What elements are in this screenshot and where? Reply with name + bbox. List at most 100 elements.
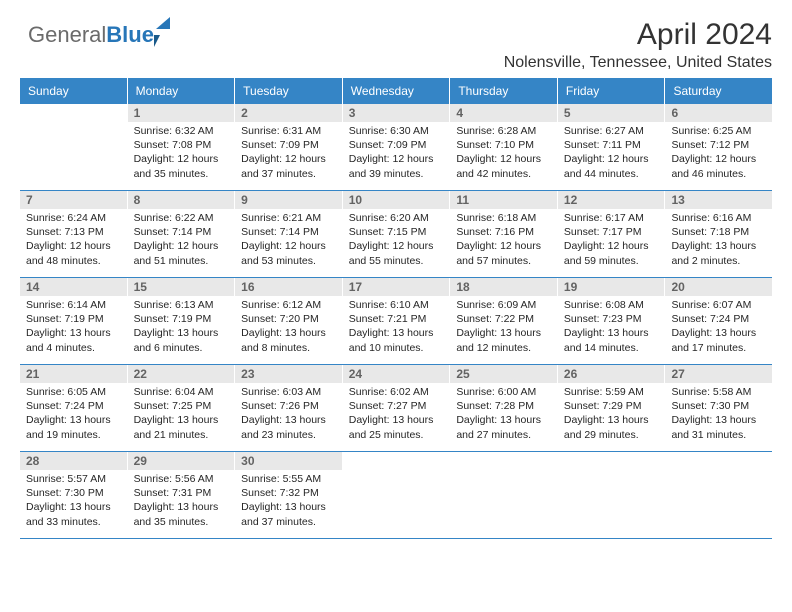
sunset-text: Sunset: 7:28 PM <box>456 399 553 413</box>
day-info: Sunrise: 6:17 AMSunset: 7:17 PMDaylight:… <box>558 209 665 272</box>
sunset-text: Sunset: 7:26 PM <box>241 399 338 413</box>
daylight-text: Daylight: 13 hours and 8 minutes. <box>241 326 338 354</box>
day-info: Sunrise: 6:07 AMSunset: 7:24 PMDaylight:… <box>665 296 772 359</box>
daylight-text: Daylight: 12 hours and 59 minutes. <box>564 239 661 267</box>
daylight-text: Daylight: 13 hours and 31 minutes. <box>671 413 768 441</box>
day-number: 27 <box>665 365 772 383</box>
daylight-text: Daylight: 12 hours and 42 minutes. <box>456 152 553 180</box>
daylight-text: Daylight: 12 hours and 51 minutes. <box>134 239 231 267</box>
day-number: 17 <box>343 278 450 296</box>
sunrise-text: Sunrise: 6:10 AM <box>349 298 446 312</box>
sunset-text: Sunset: 7:24 PM <box>671 312 768 326</box>
day-number: 26 <box>558 365 665 383</box>
day-info: Sunrise: 6:27 AMSunset: 7:11 PMDaylight:… <box>558 122 665 185</box>
day-info: Sunrise: 5:56 AMSunset: 7:31 PMDaylight:… <box>128 470 235 533</box>
sunset-text: Sunset: 7:24 PM <box>26 399 123 413</box>
day-number: 5 <box>558 104 665 122</box>
week-row: 28Sunrise: 5:57 AMSunset: 7:30 PMDayligh… <box>20 452 772 539</box>
day-number: 16 <box>235 278 342 296</box>
daylight-text: Daylight: 12 hours and 39 minutes. <box>349 152 446 180</box>
day-cell <box>450 452 558 538</box>
day-cell: 6Sunrise: 6:25 AMSunset: 7:12 PMDaylight… <box>665 104 772 190</box>
day-number: 12 <box>558 191 665 209</box>
sunrise-text: Sunrise: 6:21 AM <box>241 211 338 225</box>
day-cell: 25Sunrise: 6:00 AMSunset: 7:28 PMDayligh… <box>450 365 558 451</box>
sunrise-text: Sunrise: 6:27 AM <box>564 124 661 138</box>
sunset-text: Sunset: 7:09 PM <box>349 138 446 152</box>
daylight-text: Daylight: 13 hours and 33 minutes. <box>26 500 123 528</box>
day-info: Sunrise: 6:03 AMSunset: 7:26 PMDaylight:… <box>235 383 342 446</box>
daylight-text: Daylight: 13 hours and 23 minutes. <box>241 413 338 441</box>
sunset-text: Sunset: 7:23 PM <box>564 312 661 326</box>
sunrise-text: Sunrise: 6:22 AM <box>134 211 231 225</box>
sunset-text: Sunset: 7:08 PM <box>134 138 231 152</box>
day-number: 2 <box>235 104 342 122</box>
daylight-text: Daylight: 13 hours and 6 minutes. <box>134 326 231 354</box>
sunrise-text: Sunrise: 6:09 AM <box>456 298 553 312</box>
day-cell <box>665 452 772 538</box>
day-cell: 21Sunrise: 6:05 AMSunset: 7:24 PMDayligh… <box>20 365 128 451</box>
sunrise-text: Sunrise: 5:59 AM <box>564 385 661 399</box>
day-cell: 15Sunrise: 6:13 AMSunset: 7:19 PMDayligh… <box>128 278 236 364</box>
day-cell: 2Sunrise: 6:31 AMSunset: 7:09 PMDaylight… <box>235 104 343 190</box>
weekday-header: Saturday <box>665 78 772 104</box>
day-number: 9 <box>235 191 342 209</box>
day-info: Sunrise: 6:08 AMSunset: 7:23 PMDaylight:… <box>558 296 665 359</box>
day-number: 3 <box>343 104 450 122</box>
sunset-text: Sunset: 7:31 PM <box>134 486 231 500</box>
day-info: Sunrise: 6:22 AMSunset: 7:14 PMDaylight:… <box>128 209 235 272</box>
day-number: 14 <box>20 278 127 296</box>
day-info: Sunrise: 5:59 AMSunset: 7:29 PMDaylight:… <box>558 383 665 446</box>
day-cell: 1Sunrise: 6:32 AMSunset: 7:08 PMDaylight… <box>128 104 236 190</box>
day-cell: 29Sunrise: 5:56 AMSunset: 7:31 PMDayligh… <box>128 452 236 538</box>
day-cell: 8Sunrise: 6:22 AMSunset: 7:14 PMDaylight… <box>128 191 236 277</box>
day-info: Sunrise: 5:57 AMSunset: 7:30 PMDaylight:… <box>20 470 127 533</box>
daylight-text: Daylight: 12 hours and 55 minutes. <box>349 239 446 267</box>
sunset-text: Sunset: 7:21 PM <box>349 312 446 326</box>
day-number: 11 <box>450 191 557 209</box>
sunrise-text: Sunrise: 6:30 AM <box>349 124 446 138</box>
daylight-text: Daylight: 13 hours and 35 minutes. <box>134 500 231 528</box>
day-number: 20 <box>665 278 772 296</box>
day-cell: 9Sunrise: 6:21 AMSunset: 7:14 PMDaylight… <box>235 191 343 277</box>
brand-text-1: General <box>28 22 106 48</box>
day-info: Sunrise: 6:13 AMSunset: 7:19 PMDaylight:… <box>128 296 235 359</box>
weekday-header: Monday <box>128 78 236 104</box>
sunset-text: Sunset: 7:27 PM <box>349 399 446 413</box>
daylight-text: Daylight: 13 hours and 12 minutes. <box>456 326 553 354</box>
sunrise-text: Sunrise: 6:08 AM <box>564 298 661 312</box>
daylight-text: Daylight: 12 hours and 44 minutes. <box>564 152 661 180</box>
day-cell: 12Sunrise: 6:17 AMSunset: 7:17 PMDayligh… <box>558 191 666 277</box>
day-info: Sunrise: 6:12 AMSunset: 7:20 PMDaylight:… <box>235 296 342 359</box>
weekday-header: Friday <box>558 78 666 104</box>
day-number: 10 <box>343 191 450 209</box>
sunset-text: Sunset: 7:16 PM <box>456 225 553 239</box>
sunset-text: Sunset: 7:17 PM <box>564 225 661 239</box>
sunrise-text: Sunrise: 6:17 AM <box>564 211 661 225</box>
day-info: Sunrise: 6:21 AMSunset: 7:14 PMDaylight:… <box>235 209 342 272</box>
day-cell <box>343 452 451 538</box>
day-info: Sunrise: 5:58 AMSunset: 7:30 PMDaylight:… <box>665 383 772 446</box>
day-number: 21 <box>20 365 127 383</box>
day-number: 15 <box>128 278 235 296</box>
day-info: Sunrise: 6:32 AMSunset: 7:08 PMDaylight:… <box>128 122 235 185</box>
day-number: 6 <box>665 104 772 122</box>
daylight-text: Daylight: 13 hours and 4 minutes. <box>26 326 123 354</box>
weekday-header: Tuesday <box>235 78 343 104</box>
day-info: Sunrise: 6:00 AMSunset: 7:28 PMDaylight:… <box>450 383 557 446</box>
day-number: 19 <box>558 278 665 296</box>
day-cell: 11Sunrise: 6:18 AMSunset: 7:16 PMDayligh… <box>450 191 558 277</box>
sunrise-text: Sunrise: 6:18 AM <box>456 211 553 225</box>
week-row: 21Sunrise: 6:05 AMSunset: 7:24 PMDayligh… <box>20 365 772 452</box>
day-number: 28 <box>20 452 127 470</box>
day-cell: 3Sunrise: 6:30 AMSunset: 7:09 PMDaylight… <box>343 104 451 190</box>
day-cell: 17Sunrise: 6:10 AMSunset: 7:21 PMDayligh… <box>343 278 451 364</box>
day-info: Sunrise: 6:30 AMSunset: 7:09 PMDaylight:… <box>343 122 450 185</box>
day-info: Sunrise: 6:14 AMSunset: 7:19 PMDaylight:… <box>20 296 127 359</box>
day-info: Sunrise: 6:10 AMSunset: 7:21 PMDaylight:… <box>343 296 450 359</box>
day-cell: 5Sunrise: 6:27 AMSunset: 7:11 PMDaylight… <box>558 104 666 190</box>
weekday-header: Wednesday <box>343 78 451 104</box>
sunrise-text: Sunrise: 6:13 AM <box>134 298 231 312</box>
day-number: 1 <box>128 104 235 122</box>
sunrise-text: Sunrise: 6:28 AM <box>456 124 553 138</box>
